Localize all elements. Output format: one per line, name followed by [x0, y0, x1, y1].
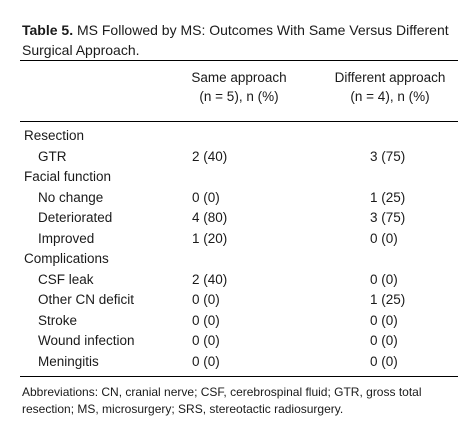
column-header-different-approach: Different approach (n = 4), n (%)	[330, 68, 450, 106]
table-body: Resection GTR 2 (40) 3 (75) Facial function N…	[0, 126, 472, 372]
table-row: Stroke 0 (0) 0 (0)	[0, 311, 472, 332]
column-header-same-title: Same approach	[191, 70, 287, 85]
row-label: Stroke	[38, 312, 78, 328]
cell-different-approach: 0 (0)	[370, 333, 398, 348]
cell-different-approach: 0 (0)	[370, 353, 398, 369]
table-row: Wound infection 0 (0) 0 (0)	[0, 331, 472, 352]
cell-same-approach: 0 (0)	[192, 292, 220, 307]
table-section-row: Facial function	[0, 167, 472, 188]
table-footnote: Abbreviations: CN, cranial nerve; CSF, c…	[22, 385, 422, 416]
cell-different-approach: 1 (25)	[370, 189, 406, 205]
cell-different-approach: 0 (0)	[370, 230, 398, 246]
table-row: Deteriorated 4 (80) 3 (75)	[0, 208, 472, 229]
row-label: Facial function	[24, 169, 112, 184]
table-row: CSF leak 2 (40) 0 (0)	[0, 270, 472, 291]
cell-same-approach: 0 (0)	[192, 333, 220, 348]
row-label: Meningitis	[38, 353, 99, 369]
cell-same-approach: 1 (20)	[192, 230, 228, 246]
row-label: GTR	[38, 148, 67, 164]
row-label: Resection	[24, 128, 85, 143]
row-label: No change	[38, 189, 104, 205]
cell-same-approach: 4 (80)	[192, 210, 228, 225]
row-label: Deteriorated	[38, 210, 113, 225]
table-caption: Table 5. MS Followed by MS: Outcomes Wit…	[22, 20, 462, 60]
cell-different-approach: 3 (75)	[370, 148, 406, 164]
column-header-same-approach: Same approach (n = 5), n (%)	[184, 68, 294, 106]
cell-different-approach: 0 (0)	[370, 312, 398, 328]
row-label: Other CN deficit	[38, 292, 135, 307]
row-label: Complications	[24, 251, 109, 266]
top-rule	[20, 60, 458, 61]
row-label: Wound infection	[38, 333, 135, 348]
table-title: MS Followed by MS: Outcomes With Same Ve…	[22, 22, 449, 58]
column-header-different-n: (n = 4), n (%)	[350, 89, 430, 104]
cell-same-approach: 0 (0)	[192, 312, 220, 328]
cell-same-approach: 0 (0)	[192, 353, 220, 369]
table-row: Meningitis 0 (0) 0 (0)	[0, 352, 472, 373]
table-row: Improved 1 (20) 0 (0)	[0, 229, 472, 250]
cell-same-approach: 0 (0)	[192, 189, 220, 205]
header-rule	[20, 121, 458, 122]
table-section-row: Resection	[0, 126, 472, 147]
table-row: Other CN deficit 0 (0) 1 (25)	[0, 290, 472, 311]
cell-same-approach: 2 (40)	[192, 148, 228, 164]
table-row: GTR 2 (40) 3 (75)	[0, 147, 472, 168]
row-label: CSF leak	[38, 271, 94, 287]
cell-different-approach: 1 (25)	[370, 292, 406, 307]
bottom-rule	[20, 376, 458, 377]
table-row: No change 0 (0) 1 (25)	[0, 188, 472, 209]
table-number: Table 5.	[22, 22, 74, 38]
row-label: Improved	[38, 230, 95, 246]
cell-different-approach: 3 (75)	[370, 210, 406, 225]
table-section-row: Complications	[0, 249, 472, 270]
column-header-same-n: (n = 5), n (%)	[199, 89, 279, 104]
cell-different-approach: 0 (0)	[370, 271, 398, 287]
cell-same-approach: 2 (40)	[192, 271, 228, 287]
column-header-different-title: Different approach	[334, 70, 446, 85]
